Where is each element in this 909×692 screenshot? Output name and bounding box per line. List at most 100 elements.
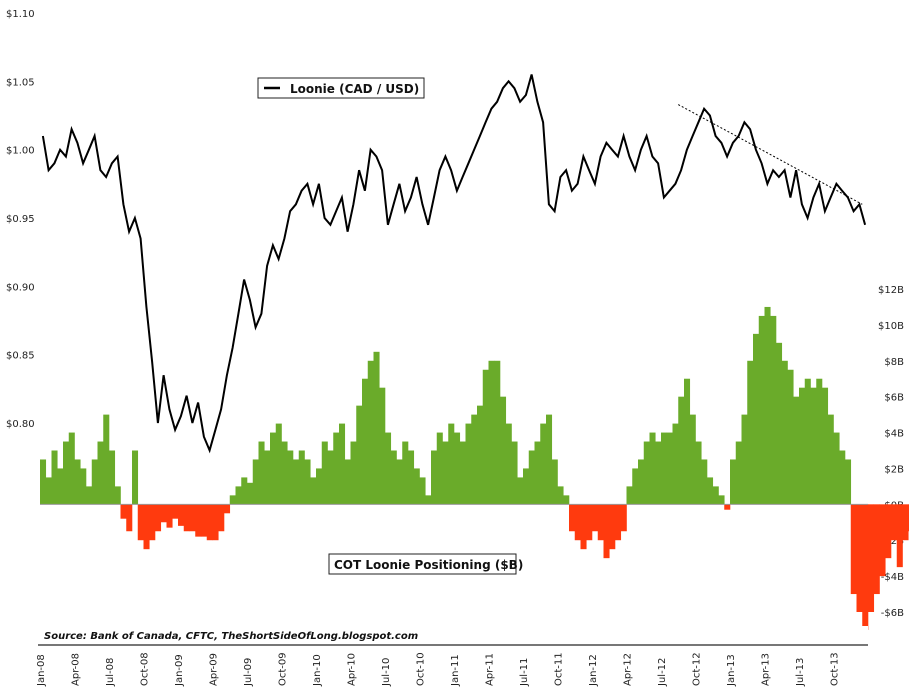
x-tick-label: Jul-11 xyxy=(519,658,530,687)
cot-bar xyxy=(327,450,334,505)
x-tick-label: Oct-10 xyxy=(416,652,427,686)
cot-bar xyxy=(321,441,328,505)
cot-legend: COT Loonie Positioning ($B) xyxy=(328,553,523,575)
cot-bar xyxy=(586,504,593,541)
cot-bar xyxy=(235,486,242,505)
cot-bar xyxy=(546,414,553,505)
cot-bar xyxy=(178,504,185,526)
cot-bar xyxy=(603,504,610,559)
cot-bar xyxy=(362,378,369,505)
cot-bar xyxy=(270,432,277,505)
x-tick-label: Jan-11 xyxy=(450,654,461,687)
cot-bar xyxy=(661,432,668,505)
x-tick-label: Jan-09 xyxy=(174,654,185,687)
cot-bar xyxy=(718,495,725,505)
right-tick-label: -$6B xyxy=(881,608,904,619)
cot-bar xyxy=(419,477,426,505)
cot-bar xyxy=(379,387,386,505)
cot-bar xyxy=(879,504,886,577)
cot-bar xyxy=(293,459,300,505)
cot-bar xyxy=(229,495,236,505)
cot-bar xyxy=(511,441,518,505)
cot-bar xyxy=(609,504,616,550)
x-tick-label: Jan-13 xyxy=(726,654,737,687)
cot-bar xyxy=(402,441,409,505)
x-tick-label: Oct-09 xyxy=(278,652,289,686)
left-tick-label: $0.85 xyxy=(6,351,35,362)
source-box xyxy=(38,626,868,644)
cot-bar xyxy=(304,459,311,505)
cot-bar xyxy=(356,405,363,505)
cot-bar xyxy=(885,504,892,559)
cot-bar xyxy=(707,477,714,505)
left-tick-label: $1.00 xyxy=(6,146,35,157)
cot-bar xyxy=(385,432,392,505)
cot-bar xyxy=(40,459,47,505)
cot-bar xyxy=(86,486,93,505)
source-footer: Source: Bank of Canada, CFTC, TheShortSi… xyxy=(38,626,868,646)
cot-bar xyxy=(580,504,587,550)
right-tick-label: $8B xyxy=(884,357,904,368)
cot-bar xyxy=(712,486,719,505)
cot-bar xyxy=(310,477,317,505)
cot-bar xyxy=(764,306,771,505)
cot-bar xyxy=(97,441,104,505)
cot-bar xyxy=(425,495,432,505)
x-tick-label: Apr-12 xyxy=(623,653,634,686)
x-axis: Jan-08 Apr-08 Jul-08 Oct-08 Jan-09 Apr-09 Jul-… xyxy=(36,652,841,687)
cot-bar xyxy=(689,414,696,505)
right-tick-label: $6B xyxy=(884,393,904,404)
cot-bar xyxy=(873,504,880,595)
cot-bar xyxy=(666,432,673,505)
cot-legend-label: COT Loonie Positioning ($B) xyxy=(334,558,523,572)
cot-bar xyxy=(540,423,547,505)
cot-bar xyxy=(51,450,58,505)
cot-bar xyxy=(281,441,288,505)
cot-bar xyxy=(856,504,863,612)
cot-bar xyxy=(465,423,472,505)
cot-bar xyxy=(316,468,323,505)
right-tick-label: $4B xyxy=(884,429,904,440)
x-tick-label: Jul-09 xyxy=(243,658,254,687)
cot-bar xyxy=(747,360,754,505)
cot-bar xyxy=(396,459,403,505)
cot-bar xyxy=(80,468,87,505)
cot-bar xyxy=(413,468,420,505)
cot-bar xyxy=(758,315,765,505)
x-tick-label: Apr-10 xyxy=(347,653,358,686)
cot-bar xyxy=(563,495,570,505)
cot-bar xyxy=(845,459,852,505)
cot-bar xyxy=(488,360,495,505)
cot-bar xyxy=(810,387,817,505)
cot-bar xyxy=(103,414,110,505)
left-tick-label: $0.80 xyxy=(6,419,35,430)
cot-bar xyxy=(592,504,599,532)
cot-bar xyxy=(632,468,639,505)
x-tick-label: Oct-08 xyxy=(140,652,151,686)
left-tick-label: $0.95 xyxy=(6,214,35,225)
cot-bar xyxy=(298,450,305,505)
x-tick-label: Jul-10 xyxy=(381,658,392,687)
cot-bar xyxy=(684,378,691,505)
x-tick-label: Jul-12 xyxy=(657,658,668,687)
cot-bar xyxy=(155,504,162,532)
x-tick-label: Apr-11 xyxy=(485,653,496,686)
x-tick-label: Jan-10 xyxy=(312,654,323,687)
cot-bar xyxy=(201,504,208,537)
x-tick-label: Jan-08 xyxy=(36,654,47,687)
cot-bar xyxy=(626,486,633,505)
cot-bar xyxy=(804,378,811,505)
cot-bar xyxy=(615,504,622,541)
right-tick-label: $10B xyxy=(878,321,904,332)
cot-bar xyxy=(471,414,478,505)
cot-bar xyxy=(534,441,541,505)
x-tick-label: Apr-09 xyxy=(209,653,220,686)
cot-bar xyxy=(287,450,294,505)
cot-bar xyxy=(344,459,351,505)
x-tick-label: Jul-13 xyxy=(795,658,806,687)
cot-bar xyxy=(258,441,265,505)
cot-bar xyxy=(781,360,788,505)
cot-bar xyxy=(126,504,133,532)
cot-bar xyxy=(850,504,857,595)
x-tick-label: Oct-11 xyxy=(554,652,565,686)
